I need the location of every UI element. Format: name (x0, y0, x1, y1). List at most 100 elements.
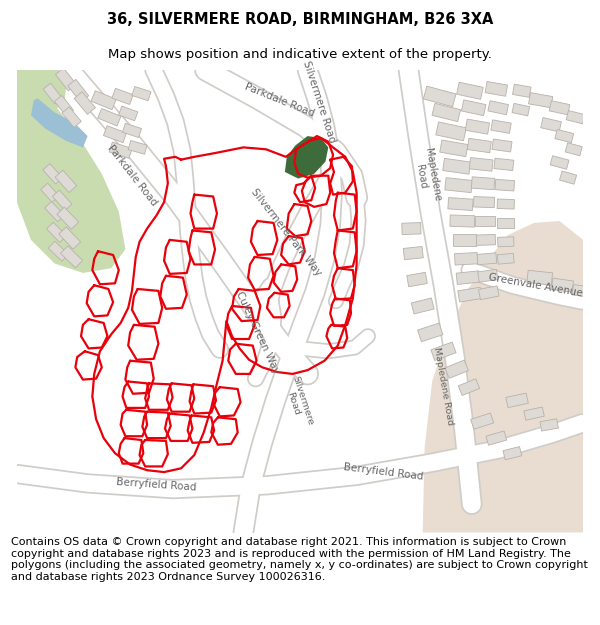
Polygon shape (491, 120, 511, 133)
Polygon shape (57, 207, 79, 229)
Polygon shape (478, 269, 498, 282)
Polygon shape (436, 122, 466, 141)
Polygon shape (122, 123, 142, 138)
Text: Mapledene Road: Mapledene Road (432, 346, 455, 426)
Text: 36, SILVERMERE ROAD, BIRMINGHAM, B26 3XA: 36, SILVERMERE ROAD, BIRMINGHAM, B26 3XA (107, 12, 493, 27)
Polygon shape (424, 86, 456, 107)
Text: Berryfield Road: Berryfield Road (343, 462, 424, 482)
Text: Greenvale Avenue: Greenvale Avenue (488, 272, 584, 298)
Text: Silvermere Road: Silvermere Road (301, 60, 337, 144)
Polygon shape (411, 298, 434, 314)
Polygon shape (423, 221, 583, 532)
Polygon shape (461, 100, 486, 116)
Polygon shape (407, 272, 427, 287)
Polygon shape (17, 70, 69, 118)
Polygon shape (455, 253, 478, 265)
Polygon shape (550, 156, 569, 169)
Polygon shape (458, 288, 482, 302)
Polygon shape (119, 106, 138, 121)
Polygon shape (128, 141, 147, 154)
Polygon shape (485, 81, 508, 96)
Polygon shape (48, 241, 68, 261)
Polygon shape (68, 79, 89, 102)
Polygon shape (103, 126, 127, 142)
Polygon shape (540, 419, 559, 431)
Polygon shape (541, 118, 562, 132)
Polygon shape (43, 164, 62, 184)
Polygon shape (132, 86, 151, 101)
Polygon shape (43, 83, 62, 104)
Polygon shape (62, 107, 81, 128)
Polygon shape (59, 227, 80, 249)
Text: Parkdale Road: Parkdale Road (243, 82, 316, 119)
Polygon shape (466, 119, 490, 134)
Text: Contains OS data © Crown copyright and database right 2021. This information is : Contains OS data © Crown copyright and d… (11, 537, 587, 582)
Polygon shape (44, 201, 65, 222)
Polygon shape (572, 284, 590, 298)
Polygon shape (479, 286, 499, 299)
Polygon shape (52, 190, 72, 211)
Polygon shape (497, 199, 514, 209)
Polygon shape (512, 84, 531, 98)
Polygon shape (565, 142, 582, 156)
Polygon shape (456, 271, 480, 284)
Polygon shape (453, 234, 476, 246)
Polygon shape (477, 253, 497, 265)
Text: Culey Green Way: Culey Green Way (234, 289, 281, 375)
Polygon shape (555, 129, 574, 142)
Polygon shape (55, 170, 77, 192)
Polygon shape (55, 96, 74, 116)
Polygon shape (402, 222, 421, 234)
Text: Parkdale Road: Parkdale Road (105, 143, 159, 208)
Text: Map shows position and indicative extent of the property.: Map shows position and indicative extent… (108, 48, 492, 61)
Polygon shape (497, 237, 514, 247)
Polygon shape (549, 101, 570, 115)
Polygon shape (98, 109, 121, 126)
Polygon shape (476, 234, 496, 246)
Polygon shape (470, 413, 494, 429)
Polygon shape (443, 158, 470, 174)
Text: Silvermere Park Way: Silvermere Park Way (249, 187, 323, 278)
Polygon shape (55, 68, 76, 91)
Polygon shape (495, 179, 515, 191)
Polygon shape (472, 177, 495, 190)
Polygon shape (497, 218, 514, 227)
Polygon shape (488, 101, 509, 115)
Polygon shape (473, 197, 494, 208)
Polygon shape (492, 139, 512, 152)
Polygon shape (486, 431, 507, 445)
Polygon shape (467, 138, 491, 152)
Polygon shape (497, 253, 514, 264)
Polygon shape (31, 98, 88, 148)
Polygon shape (47, 222, 67, 243)
Polygon shape (17, 70, 125, 273)
Polygon shape (494, 158, 514, 171)
Polygon shape (41, 183, 59, 202)
Polygon shape (109, 142, 132, 158)
Polygon shape (418, 323, 443, 342)
Polygon shape (445, 177, 472, 192)
Polygon shape (61, 246, 83, 268)
Polygon shape (529, 92, 553, 108)
Polygon shape (457, 82, 483, 99)
Polygon shape (440, 140, 468, 157)
Polygon shape (448, 198, 473, 211)
Polygon shape (432, 103, 461, 122)
Polygon shape (503, 447, 522, 460)
Text: Silvermere
Road: Silvermere Road (281, 375, 315, 429)
Polygon shape (512, 103, 530, 116)
Polygon shape (112, 88, 133, 104)
Polygon shape (445, 360, 469, 378)
Polygon shape (450, 215, 475, 227)
Polygon shape (560, 171, 577, 184)
Polygon shape (527, 270, 553, 285)
Polygon shape (566, 111, 585, 124)
Polygon shape (551, 278, 574, 292)
Polygon shape (458, 379, 479, 396)
Polygon shape (431, 342, 456, 361)
Polygon shape (74, 92, 95, 114)
Polygon shape (506, 393, 529, 408)
Polygon shape (403, 246, 423, 260)
Polygon shape (91, 91, 116, 110)
Polygon shape (524, 407, 544, 420)
